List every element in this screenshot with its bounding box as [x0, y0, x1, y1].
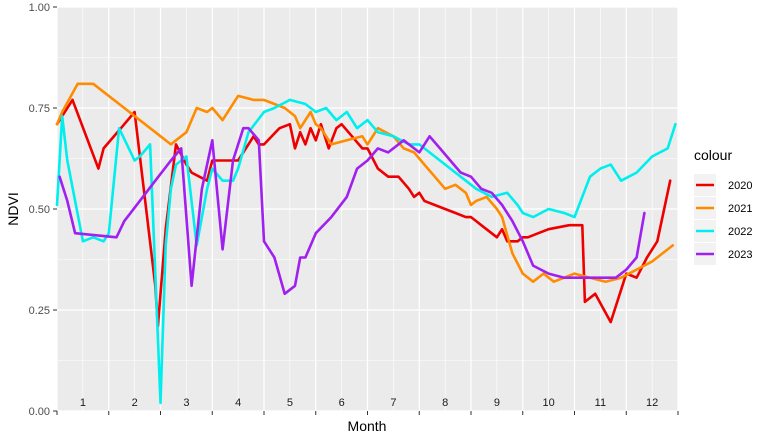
legend-label-2023: 2023	[728, 249, 752, 261]
y-axis-title: NDVI	[5, 192, 21, 225]
month-label: 2	[132, 397, 138, 409]
month-label: 1	[80, 397, 86, 409]
month-label: 12	[646, 397, 658, 409]
month-label: 9	[494, 397, 500, 409]
legend-label-2022: 2022	[728, 226, 752, 238]
axis-ticks	[53, 6, 679, 415]
legend-title: colour	[694, 147, 732, 163]
legend: colour 2020 2021 2022 2023	[694, 147, 752, 265]
y-tick-label: 0.50	[29, 204, 50, 216]
month-label: 6	[339, 397, 345, 409]
y-tick-label: 0.25	[29, 305, 50, 317]
series-line-2020	[55, 98, 672, 328]
series-line-2021	[55, 82, 675, 284]
y-tick-labels: 0.00 0.25 0.50 0.75 1.00	[29, 2, 50, 418]
y-tick-label: 1.00	[29, 2, 50, 14]
y-tick-label: 0.00	[29, 406, 50, 418]
series-lines	[55, 82, 677, 405]
month-labels: 1 2 3 4 5 6 7 8 9 10 11 12	[80, 397, 658, 409]
month-label: 4	[235, 397, 241, 409]
x-axis-title: Month	[348, 418, 387, 434]
month-label: 11	[595, 397, 606, 409]
month-label: 8	[442, 397, 448, 409]
legend-label-2020: 2020	[728, 180, 752, 192]
series-line-2022	[55, 98, 677, 405]
month-label: 7	[390, 397, 396, 409]
month-label: 5	[287, 397, 293, 409]
y-tick-label: 0.75	[29, 103, 50, 115]
month-label: 3	[183, 397, 189, 409]
legend-label-2021: 2021	[728, 203, 752, 215]
series-line-2023	[58, 126, 646, 296]
month-label: 10	[543, 397, 555, 409]
